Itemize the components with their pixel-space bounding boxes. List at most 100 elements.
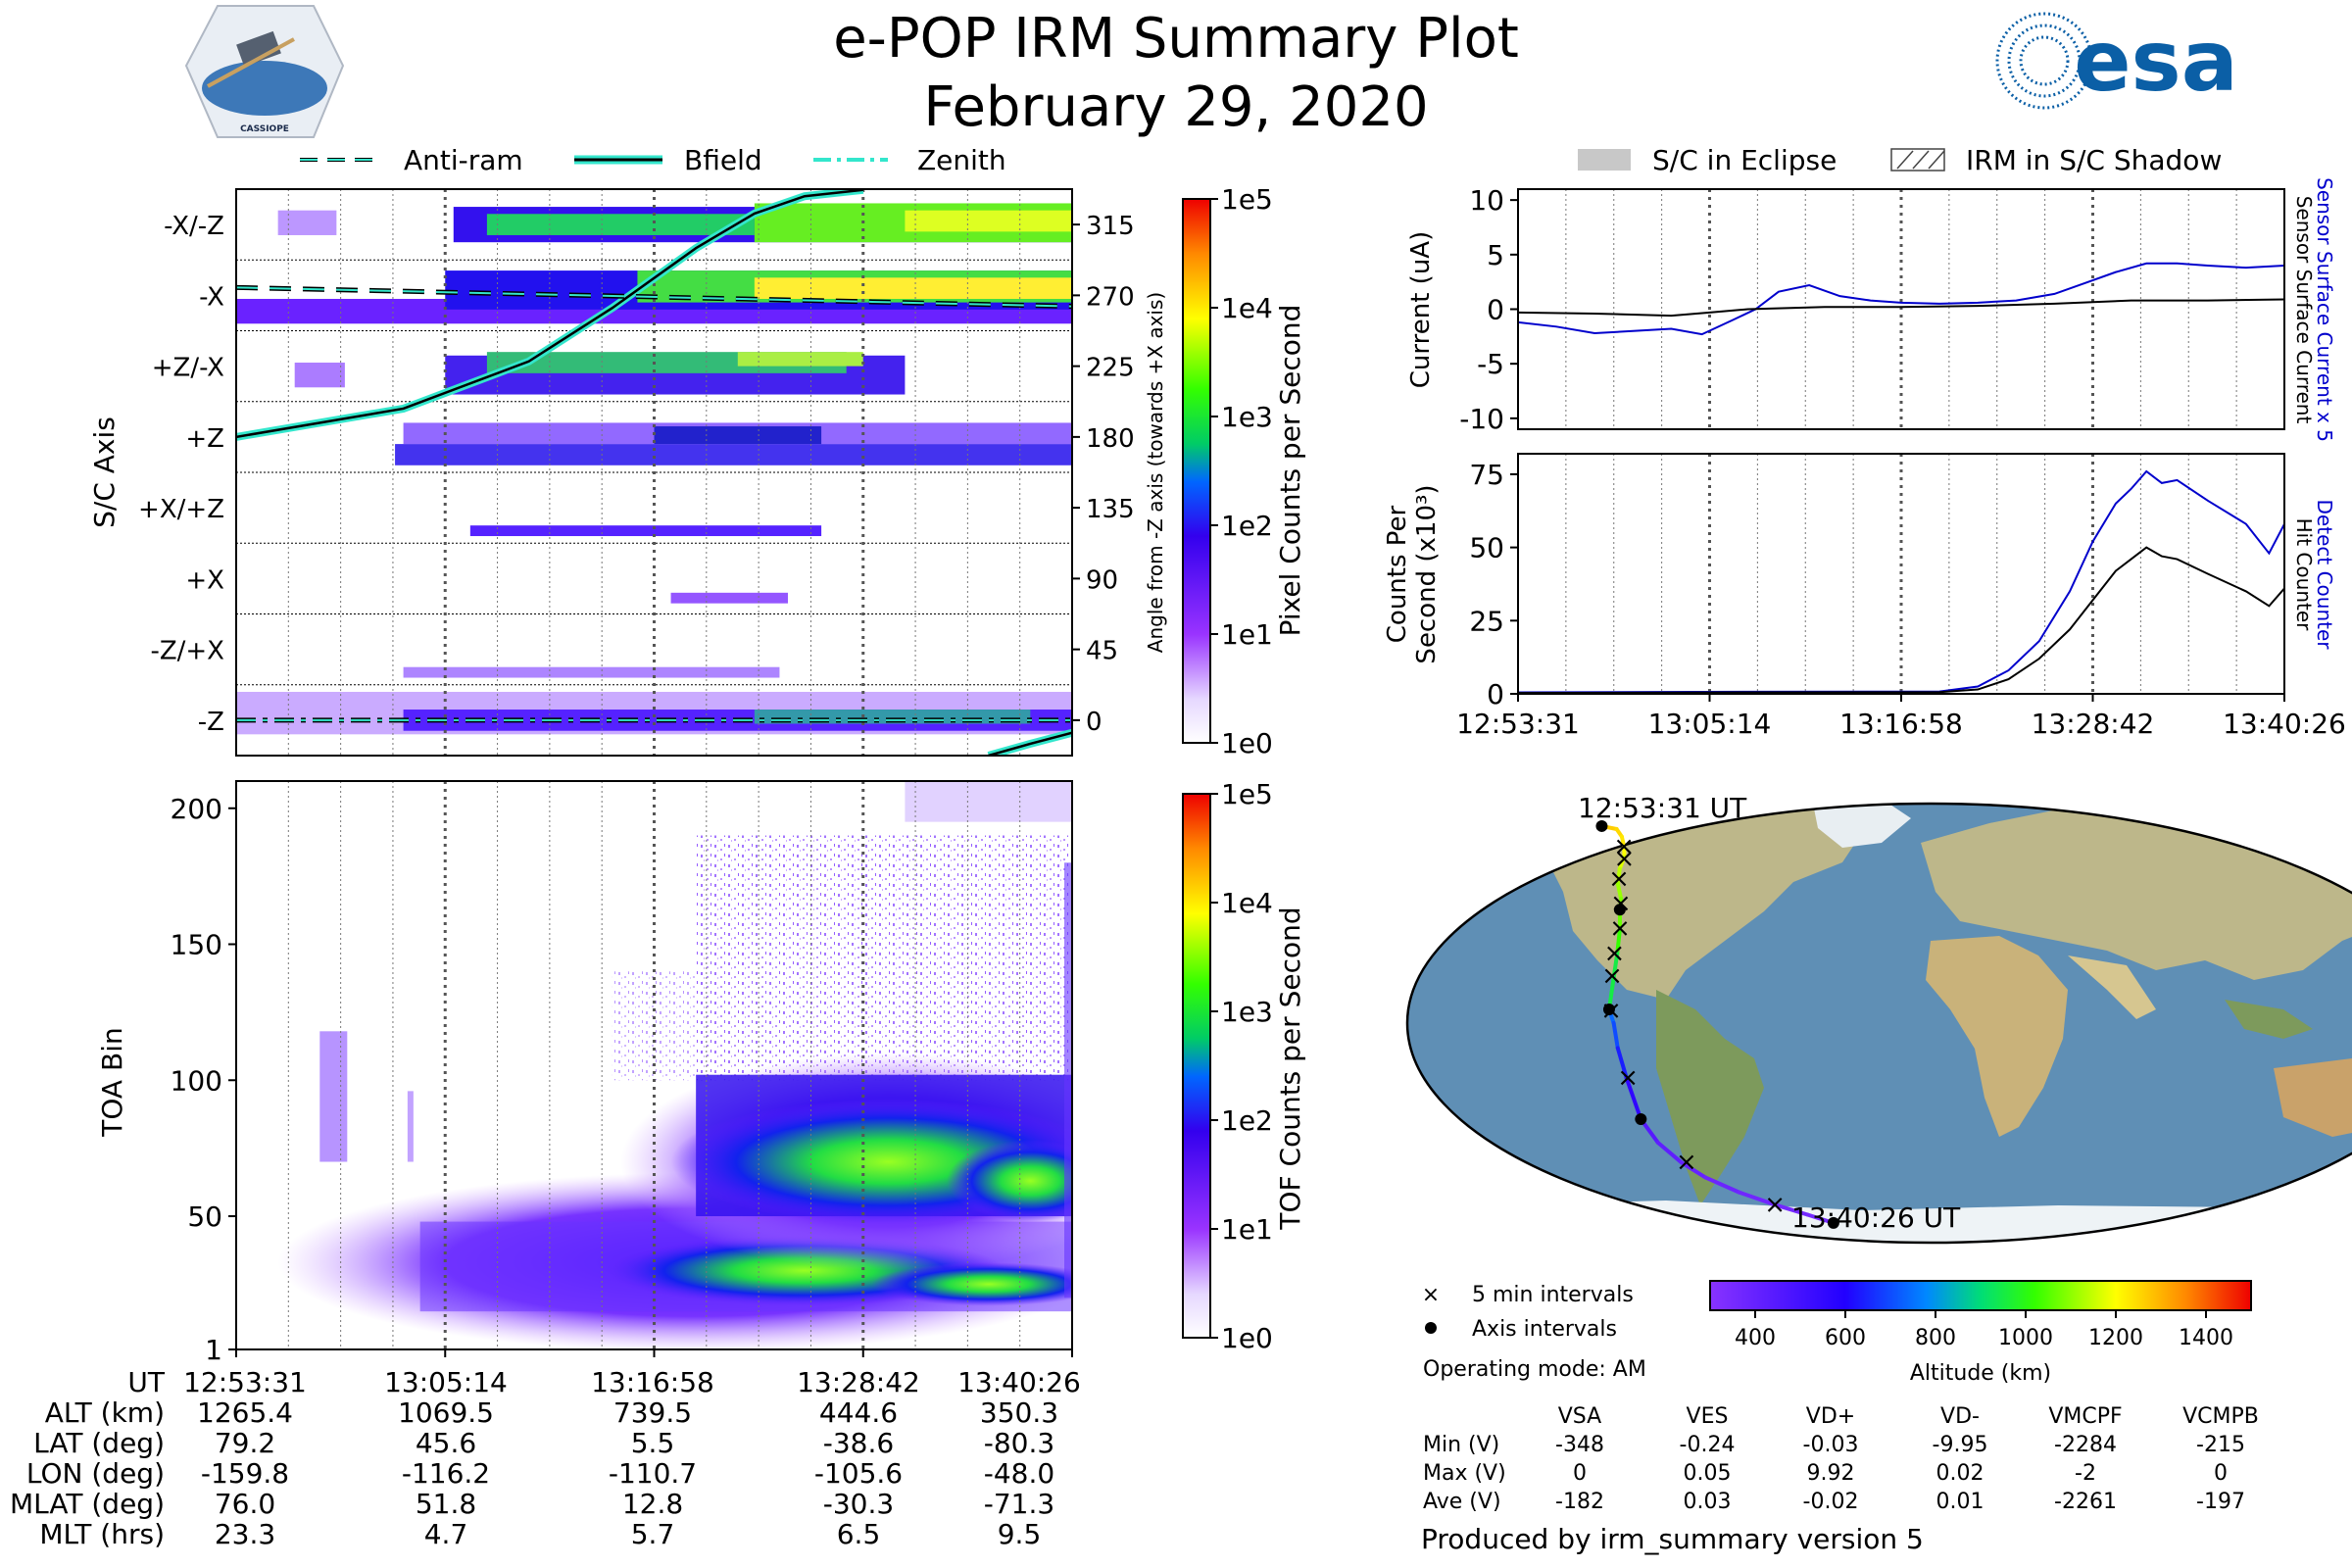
ephemeris-ut: 12:53:31 xyxy=(183,1366,307,1398)
ephemeris-lat: 5.5 xyxy=(631,1427,675,1459)
current-time-gridlines xyxy=(1565,189,2237,429)
map-legend: × 5 min intervals Axis intervals xyxy=(1422,1283,1634,1342)
cassiope-logo-text: CASSIOPE xyxy=(240,124,289,134)
voltage-cell: -0.03 xyxy=(1803,1433,1859,1457)
sc-heat-band xyxy=(670,592,788,604)
sc-row-label: -Z/+X xyxy=(150,637,224,666)
track-segment xyxy=(1615,926,1623,956)
sc-angle-tick-label: 90 xyxy=(1086,565,1118,595)
hit-counter-line xyxy=(1518,546,2284,694)
page-title: e-POP IRM Summary Plot xyxy=(833,7,1519,71)
detect-counter-line xyxy=(1518,469,2284,694)
current-y-tick-label: -10 xyxy=(1459,403,1504,435)
ephemeris-ut: 13:28:42 xyxy=(797,1366,920,1398)
voltage-cell: 0.05 xyxy=(1684,1461,1732,1486)
ephemeris-row-label: MLAT (deg) xyxy=(10,1488,165,1520)
track-segment xyxy=(1606,951,1620,1012)
track-segment xyxy=(1773,1202,1810,1217)
axis-interval-marker xyxy=(1635,1112,1647,1125)
sc-angle-tick-label: 225 xyxy=(1086,354,1135,383)
legend-eclipse: S/C in Eclipse xyxy=(1652,144,1837,176)
ephemeris-ut: 13:05:14 xyxy=(384,1366,508,1398)
counts-y-tick-label: 75 xyxy=(1469,459,1504,491)
counts-x-tick-label: 13:16:58 xyxy=(1839,708,1963,740)
ephemeris-row-label: MLT (hrs) xyxy=(39,1518,165,1550)
toa-burst xyxy=(407,1091,414,1162)
ephemeris-lon: -105.6 xyxy=(814,1457,903,1490)
current-y-tick-label: -5 xyxy=(1477,348,1504,380)
voltage-cell: -0.02 xyxy=(1803,1490,1859,1514)
ephemeris-mlt: 5.7 xyxy=(631,1518,675,1550)
ephemeris-mlt: 4.7 xyxy=(424,1518,468,1550)
current-y-tick-label: 5 xyxy=(1487,239,1504,271)
ephemeris-alt: 1069.5 xyxy=(398,1396,494,1429)
five-min-marker: × xyxy=(1603,939,1625,968)
colorbar-tick-label: 1e1 xyxy=(1221,618,1273,651)
altitude-colorbar: 400 600 800 1000 1200 1400 Altitude (km) xyxy=(1709,1280,2252,1386)
sc-angle-tick-label: 270 xyxy=(1086,282,1135,312)
voltage-cell: -348 xyxy=(1555,1433,1604,1457)
track-segment xyxy=(1615,881,1624,902)
ephemeris-lon: -116.2 xyxy=(402,1457,490,1490)
pixel-colorbar-label: Pixel Counts per Second xyxy=(1274,305,1306,637)
sc-heat-band xyxy=(905,210,1072,232)
sc-axis-row-labels: -X/-Z -X +Z/-X +Z +X/+Z +X -Z/+X -Z xyxy=(138,212,224,737)
five-min-marker: × xyxy=(1613,832,1635,861)
ephemeris-lon: -110.7 xyxy=(609,1457,697,1490)
axis-interval-marker xyxy=(1827,1216,1839,1229)
counts-panel: 75 50 25 0 12:53:31 13:05:14 13:16:58 13:28:42… xyxy=(1383,453,2346,740)
five-min-marker: × xyxy=(1617,1063,1639,1093)
cassiope-logo: CASSIOPE xyxy=(184,5,345,138)
colorbar-tick-label: 1e0 xyxy=(1221,1322,1273,1354)
ephemeris-mlat: -30.3 xyxy=(823,1488,894,1520)
axis-interval-icon xyxy=(1425,1322,1437,1334)
sc-row-label: -X xyxy=(199,282,224,312)
current-y-tick-label: 0 xyxy=(1487,294,1504,326)
current-right-label-black: Sensor Surface Current xyxy=(2292,196,2316,424)
track-segment xyxy=(1615,1046,1629,1080)
voltage-cell: 9.92 xyxy=(1807,1461,1855,1486)
current-x5-line xyxy=(1518,262,2284,336)
voltage-row-label: Min (V) xyxy=(1423,1433,1499,1457)
colorbar-tick-label: 1e2 xyxy=(1221,1104,1273,1137)
sc-axis-time-gridlines xyxy=(287,189,1021,756)
anti-ram-line xyxy=(236,286,1072,308)
ephemeris-lat: -80.3 xyxy=(984,1427,1054,1459)
page-subtitle: February 29, 2020 xyxy=(923,75,1428,139)
ephemeris-mlat: 76.0 xyxy=(215,1488,275,1520)
current-right-label-blue: Sensor Surface Current x 5 xyxy=(2313,177,2336,442)
altitude-tick-label: 1200 xyxy=(2088,1326,2143,1350)
axis-interval-marker xyxy=(1613,904,1626,916)
altitude-tick-label: 1000 xyxy=(1998,1326,2053,1350)
ephemeris-row-label: LON (deg) xyxy=(26,1457,165,1490)
voltage-cell: -215 xyxy=(2196,1433,2245,1457)
legend-anti-ram: Anti-ram xyxy=(404,144,523,176)
ephemeris-row-label: ALT (km) xyxy=(45,1396,165,1429)
voltage-cell: 0 xyxy=(1573,1461,1587,1486)
counts-x-ticks: 12:53:31 13:05:14 13:16:58 13:28:42 13:40:26 xyxy=(1456,694,2346,740)
voltage-column-header: VSA xyxy=(1558,1404,1601,1429)
ephemeris-lon: -48.0 xyxy=(984,1457,1054,1490)
legend-zenith: Zenith xyxy=(917,144,1006,176)
voltage-cell: 0.03 xyxy=(1684,1490,1732,1514)
altitude-tick-label: 1400 xyxy=(2179,1326,2233,1350)
sc-axis-angle-ticks: 315 270 225 180 135 90 45 0 xyxy=(1072,212,1135,737)
sc-row-label: -X/-Z xyxy=(164,212,224,241)
sc-angle-tick-label: 135 xyxy=(1086,495,1135,524)
altitude-tick-label: 400 xyxy=(1735,1326,1776,1350)
track-segment xyxy=(1624,1075,1643,1121)
counts-y-tick-label: 50 xyxy=(1469,532,1504,564)
ephemeris-row-label: UT xyxy=(127,1366,165,1398)
five-min-marker: × xyxy=(1613,844,1635,873)
tof-colorbar-label: TOF Counts per Second xyxy=(1274,906,1306,1230)
colorbar-tick-label: 1e5 xyxy=(1221,183,1273,216)
voltage-cell: -197 xyxy=(2196,1490,2245,1514)
sc-heat-band xyxy=(654,426,822,445)
ephemeris-lat: -38.6 xyxy=(823,1427,894,1459)
toa-time-gridlines xyxy=(287,781,1021,1349)
counts-y-tick-label: 25 xyxy=(1469,605,1504,637)
altitude-tick-label: 800 xyxy=(1915,1326,1956,1350)
sc-axis-legend: Anti-ram Bfield Zenith xyxy=(300,144,1006,176)
